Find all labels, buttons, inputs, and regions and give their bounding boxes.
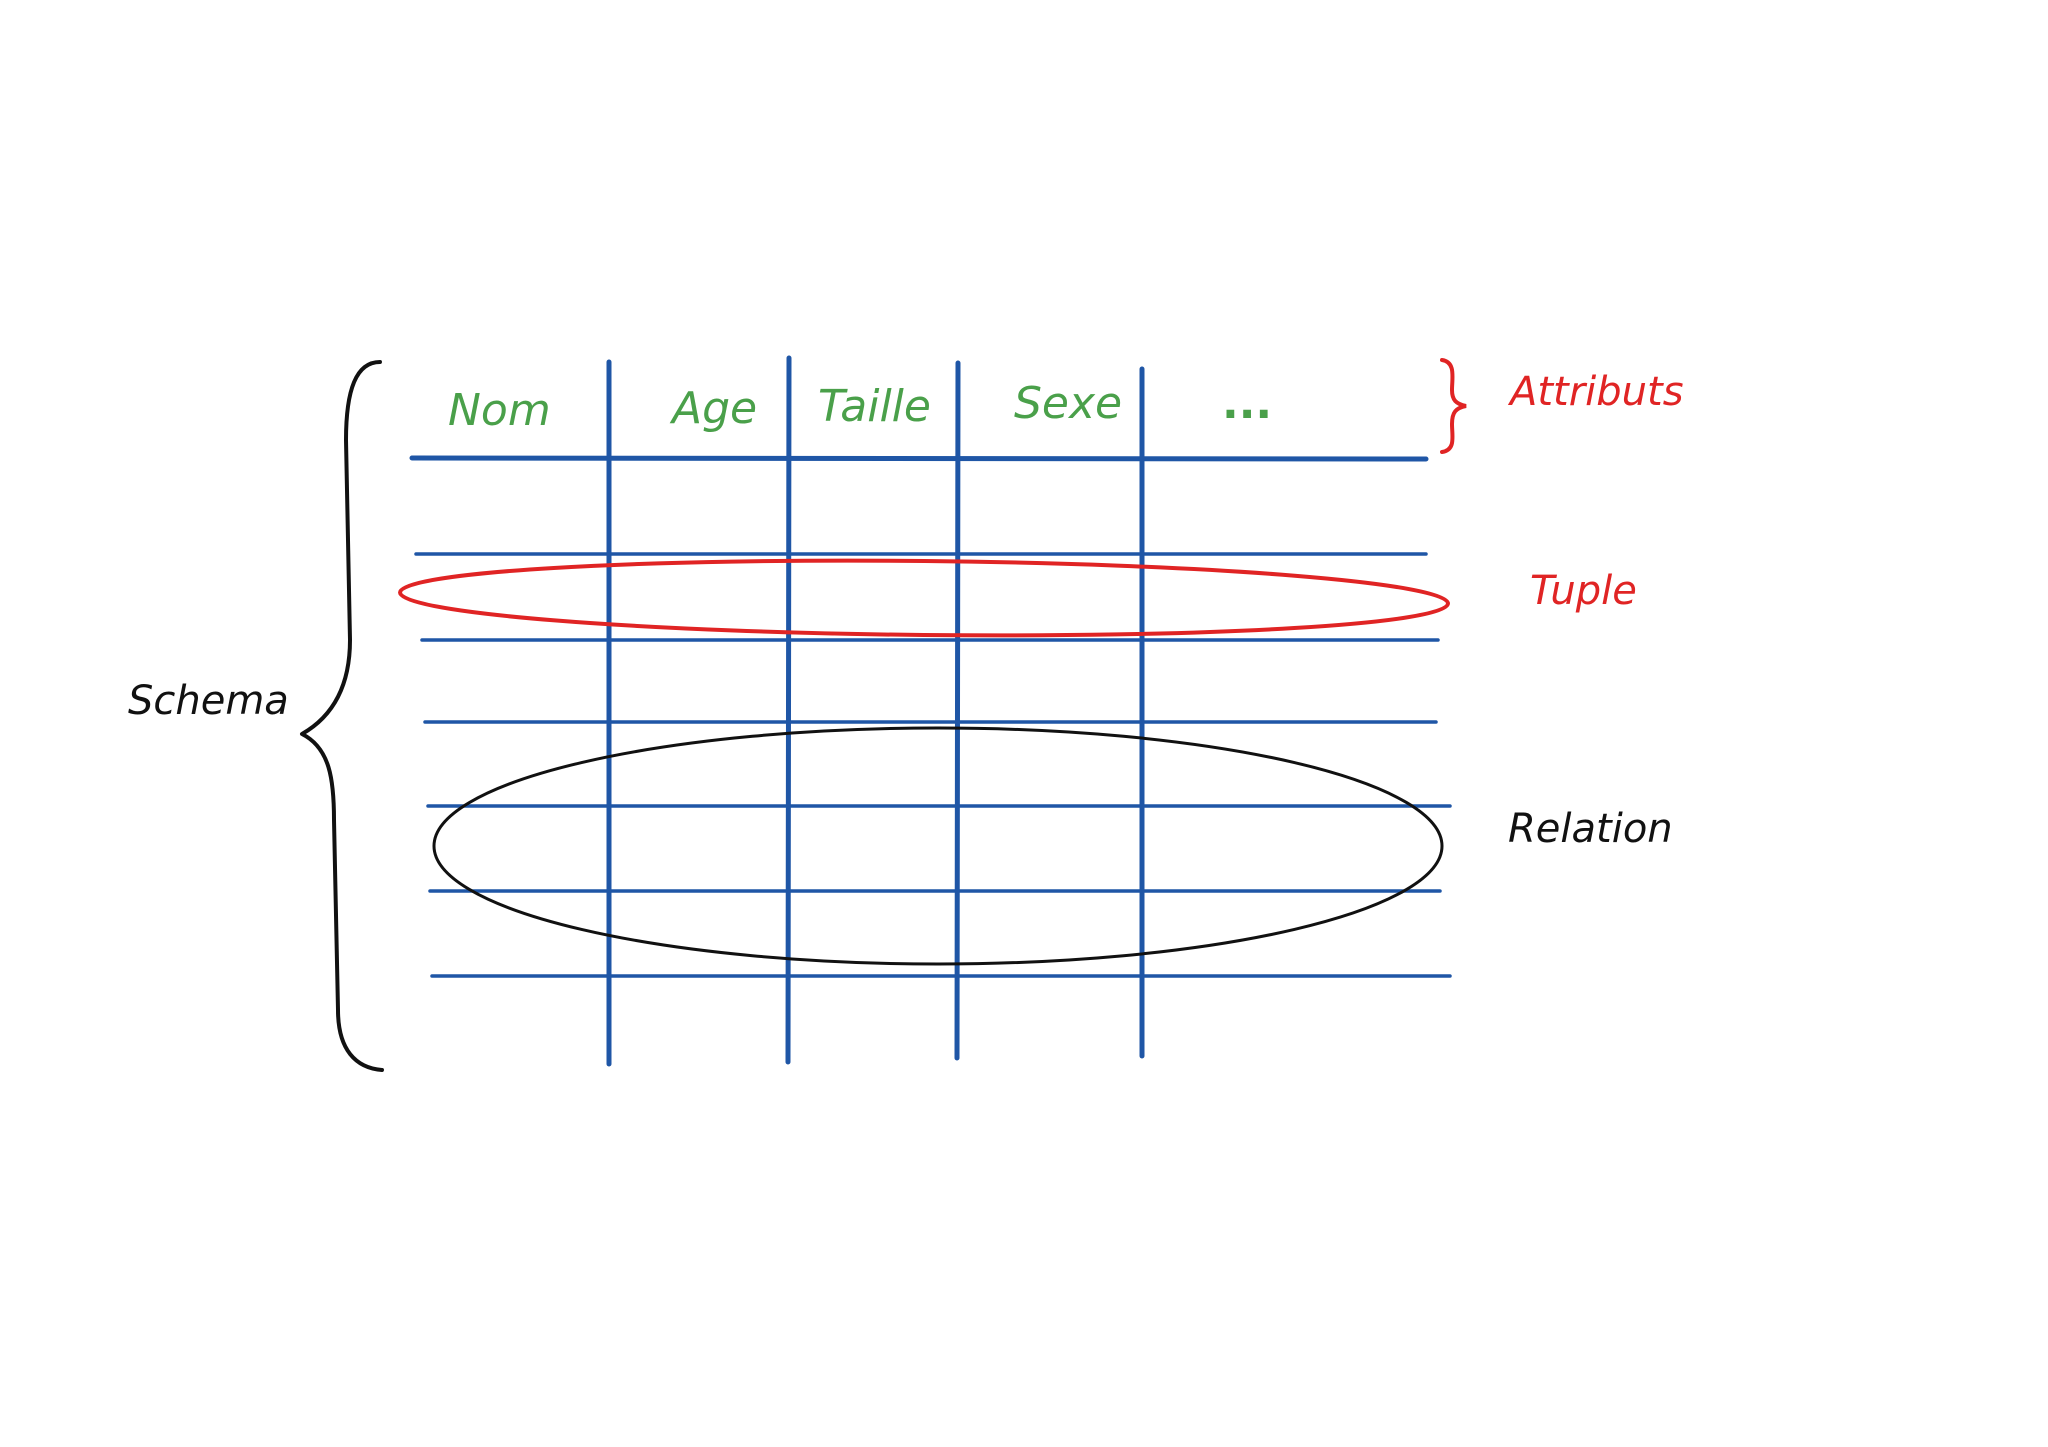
header-separator-line <box>409 455 1429 462</box>
column-line-2 <box>785 355 792 1065</box>
label-attributs: Attributs <box>1507 369 1684 415</box>
tuple-highlight-ellipse <box>398 558 1450 638</box>
column-line-3 <box>954 360 961 1061</box>
attribute-nom: Nom <box>448 385 551 436</box>
attribute-age: Age <box>669 383 757 434</box>
attribute-headers: Nom Age Taille Sexe <box>448 378 1122 436</box>
attribute-sexe: Sexe <box>1014 378 1122 429</box>
attributs-brace <box>1440 358 1467 454</box>
label-schema: Schema <box>128 678 289 724</box>
label-relation: Relation <box>1508 806 1673 852</box>
relation-highlight-ellipse <box>432 726 1444 966</box>
attribute-taille: Taille <box>818 381 931 432</box>
attribute-ellipsis: ... <box>1222 378 1272 429</box>
svg-text:...: ... <box>1222 378 1272 429</box>
schema-brace <box>300 360 384 1072</box>
table-grid <box>409 355 1452 1067</box>
label-tuple: Tuple <box>1530 568 1637 614</box>
